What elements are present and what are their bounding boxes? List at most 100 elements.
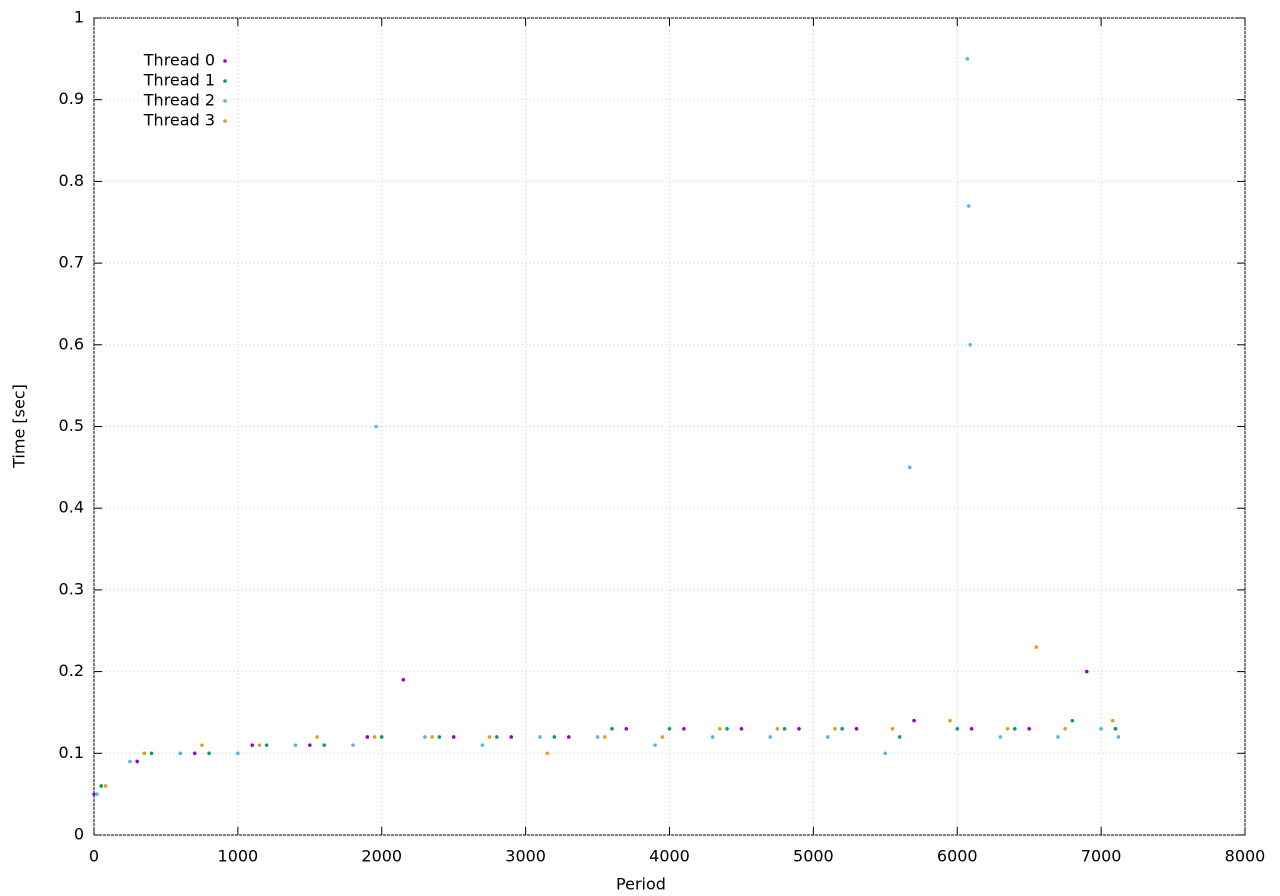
point: [682, 726, 686, 731]
point: [236, 751, 240, 756]
y-tick-label: 0.7: [59, 253, 84, 272]
point: [883, 751, 888, 756]
point: [969, 726, 974, 731]
point: [775, 726, 780, 731]
point: [897, 735, 902, 739]
point: [710, 735, 715, 739]
point: [401, 677, 406, 682]
legend-label: Thread 3: [143, 111, 215, 130]
point: [1027, 726, 1031, 731]
point: [99, 784, 103, 788]
point: [1056, 735, 1060, 739]
point: [264, 743, 269, 747]
point: [624, 726, 629, 731]
point: [365, 735, 370, 739]
point: [912, 718, 916, 723]
point: [351, 743, 355, 747]
x-tick-label: 3000: [505, 847, 546, 866]
point: [660, 735, 665, 739]
point: [725, 726, 729, 731]
y-tick-label: 0: [74, 825, 84, 844]
point: [1013, 726, 1017, 731]
point: [308, 743, 312, 747]
point: [142, 751, 147, 756]
point: [1005, 726, 1010, 731]
point: [149, 751, 154, 756]
point: [95, 792, 99, 796]
point: [718, 726, 722, 731]
point: [948, 718, 952, 723]
legend-marker: [223, 99, 227, 103]
point: [782, 726, 787, 731]
legend-label: Thread 2: [143, 91, 215, 110]
point: [1099, 726, 1103, 731]
y-tick-label: 0.5: [59, 416, 84, 435]
point: [610, 726, 614, 731]
point: [1110, 718, 1115, 723]
y-tick-label: 0.8: [59, 171, 84, 190]
point: [372, 735, 377, 739]
y-tick-label: 0.3: [59, 579, 84, 598]
point: [509, 735, 514, 739]
point: [833, 726, 837, 731]
point: [257, 743, 262, 747]
point: [653, 743, 657, 747]
point: [451, 735, 456, 739]
y-tick-label: 0.1: [59, 743, 84, 762]
point: [374, 424, 378, 429]
point: [595, 735, 600, 739]
x-tick-label: 5000: [793, 847, 834, 866]
legend-marker: [223, 59, 227, 63]
point: [437, 735, 442, 739]
point: [178, 751, 183, 756]
point: [92, 792, 96, 796]
point: [1034, 645, 1039, 649]
point: [1063, 726, 1067, 731]
x-tick-label: 7000: [1081, 847, 1122, 866]
y-tick-label: 1: [74, 8, 84, 27]
x-tick-label: 6000: [937, 847, 978, 866]
point: [1084, 669, 1089, 674]
y-tick-label: 0.4: [59, 498, 84, 517]
point: [854, 726, 859, 731]
x-tick-label: 1000: [218, 847, 259, 866]
point: [1113, 726, 1118, 731]
point: [430, 735, 434, 739]
point: [602, 735, 607, 739]
point: [965, 57, 970, 61]
point: [379, 735, 384, 739]
legend-label: Thread 1: [143, 71, 215, 90]
point: [998, 735, 1003, 739]
x-tick-label: 2000: [361, 847, 402, 866]
point: [192, 751, 197, 756]
point: [423, 735, 427, 739]
y-axis-label: Time [sec]: [10, 384, 29, 469]
x-tick-label: 8000: [1225, 847, 1266, 866]
y-tick-label: 0.2: [59, 661, 84, 680]
point: [480, 743, 485, 747]
point: [907, 465, 912, 470]
point: [135, 759, 139, 764]
y-tick-label: 0.9: [59, 89, 84, 108]
point: [487, 735, 492, 739]
x-tick-label: 0: [89, 847, 99, 866]
legend-label: Thread 0: [143, 51, 215, 70]
x-axis-label: Period: [616, 875, 666, 894]
point: [250, 743, 255, 747]
point: [200, 743, 204, 747]
point: [128, 759, 132, 764]
point: [315, 735, 319, 739]
point: [552, 735, 557, 739]
point: [840, 726, 844, 731]
point: [768, 735, 773, 739]
point: [495, 735, 499, 739]
legend-marker: [223, 119, 227, 123]
point: [955, 726, 960, 731]
legend-marker: [223, 79, 227, 83]
point: [890, 726, 895, 731]
point: [566, 735, 571, 739]
point: [739, 726, 744, 731]
point: [293, 743, 298, 747]
point: [968, 343, 972, 347]
